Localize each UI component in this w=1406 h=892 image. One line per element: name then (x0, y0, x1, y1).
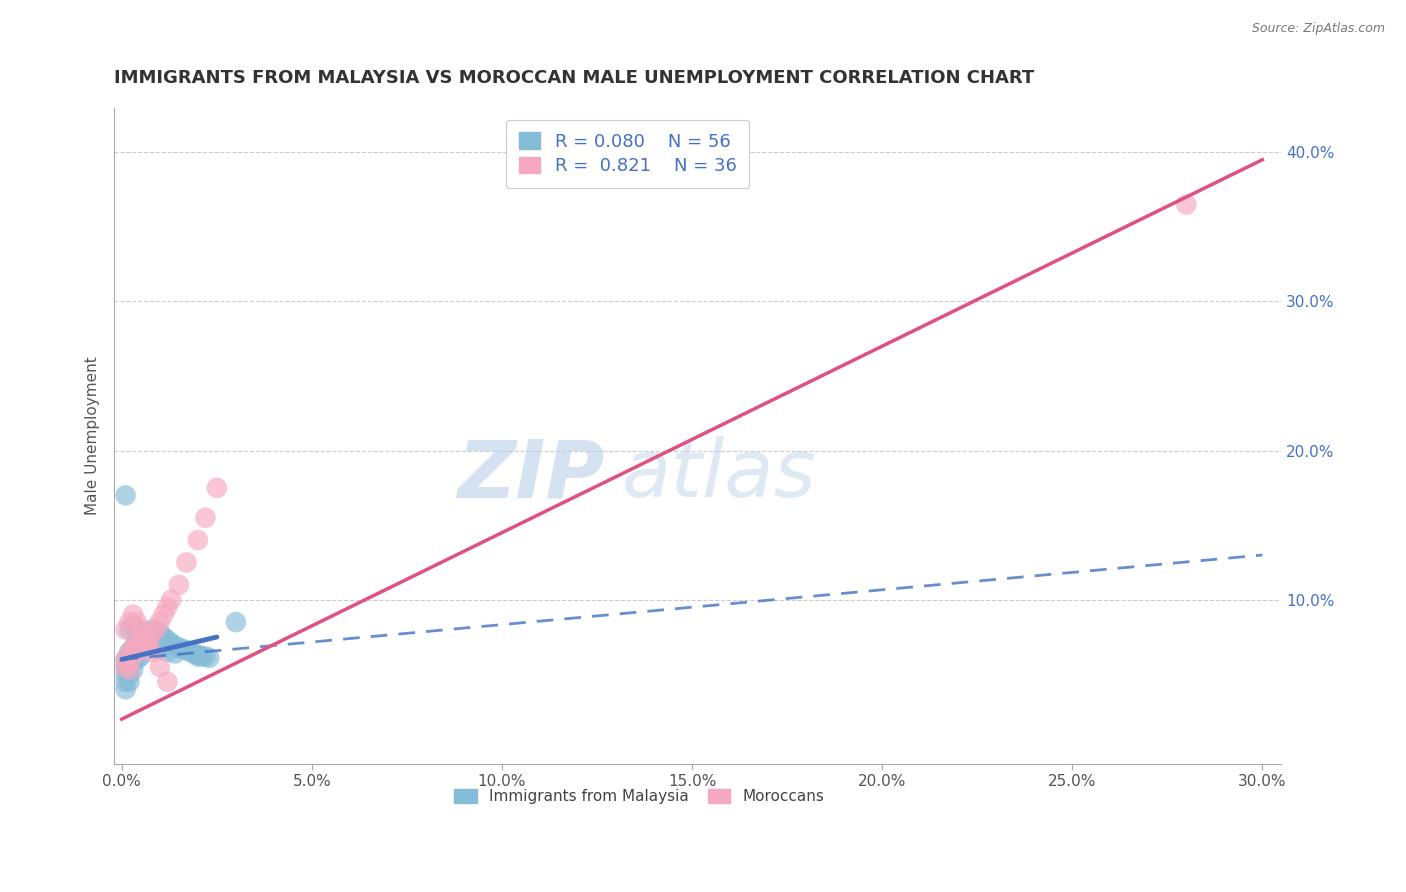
Y-axis label: Male Unemployment: Male Unemployment (86, 356, 100, 515)
Point (138, 625, 160, 640)
Point (118, 615, 141, 629)
Point (125, 645, 148, 659)
Point (149, 660, 172, 674)
Point (167, 578, 190, 592)
Point (122, 648, 145, 662)
Point (149, 625, 172, 640)
Point (118, 674, 141, 689)
Point (225, 615, 247, 629)
Point (134, 638, 156, 652)
Point (156, 674, 179, 689)
Point (205, 481, 228, 495)
Text: IMMIGRANTS FROM MALAYSIA VS MOROCCAN MALE UNEMPLOYMENT CORRELATION CHART: IMMIGRANTS FROM MALAYSIA VS MOROCCAN MAL… (114, 69, 1035, 87)
Point (118, 660, 141, 674)
Point (134, 630, 156, 644)
Point (187, 649, 209, 664)
Point (156, 600, 179, 615)
Point (129, 649, 152, 664)
Point (1175, 197, 1198, 211)
Point (118, 656, 141, 670)
Point (114, 623, 136, 637)
Point (141, 639, 163, 653)
Point (156, 633, 179, 648)
Point (122, 640, 145, 655)
Point (122, 663, 145, 677)
Point (129, 640, 152, 655)
Point (114, 674, 136, 689)
Point (160, 592, 183, 607)
Point (125, 638, 148, 652)
Point (138, 633, 160, 648)
Point (114, 660, 136, 674)
Text: atlas: atlas (621, 436, 817, 514)
Point (179, 645, 201, 659)
Text: ZIP: ZIP (457, 436, 605, 514)
Point (134, 638, 156, 652)
Point (122, 618, 145, 632)
Point (122, 648, 145, 662)
Point (125, 625, 148, 640)
Point (145, 640, 167, 655)
Point (141, 625, 163, 640)
Point (114, 660, 136, 674)
Point (141, 630, 163, 644)
Point (149, 633, 172, 648)
Point (122, 640, 145, 655)
Text: Source: ZipAtlas.com: Source: ZipAtlas.com (1251, 22, 1385, 36)
Point (125, 615, 148, 629)
Point (129, 633, 152, 648)
Point (194, 649, 217, 664)
Point (138, 633, 160, 648)
Point (160, 636, 183, 650)
Point (125, 652, 148, 666)
Point (125, 638, 148, 652)
Point (190, 649, 212, 664)
Point (163, 639, 186, 653)
Point (149, 642, 172, 657)
Point (122, 656, 145, 670)
Point (118, 667, 141, 681)
Point (129, 630, 152, 644)
Point (118, 623, 141, 637)
Point (118, 652, 141, 666)
Point (138, 638, 160, 652)
Point (167, 640, 190, 655)
Point (134, 630, 156, 644)
Point (141, 623, 163, 637)
Legend: Immigrants from Malaysia, Moroccans: Immigrants from Malaysia, Moroccans (447, 781, 832, 812)
Point (149, 615, 172, 629)
Point (152, 607, 174, 622)
Point (145, 623, 167, 637)
Point (152, 630, 174, 644)
Point (198, 651, 221, 665)
Point (122, 607, 145, 622)
Point (134, 633, 156, 648)
Point (129, 634, 152, 648)
Point (134, 630, 156, 644)
Point (118, 645, 141, 659)
Point (129, 642, 152, 657)
Point (125, 645, 148, 659)
Point (145, 633, 167, 648)
Point (129, 623, 152, 637)
Point (141, 645, 163, 659)
Point (183, 647, 205, 661)
Point (114, 652, 136, 666)
Point (194, 510, 217, 524)
Point (114, 652, 136, 666)
Point (163, 647, 186, 661)
Point (114, 682, 136, 697)
Point (187, 533, 209, 547)
Point (172, 642, 194, 657)
Point (156, 645, 179, 659)
Point (176, 556, 198, 570)
Point (118, 663, 141, 677)
Point (176, 643, 198, 657)
Point (114, 667, 136, 681)
Point (187, 648, 209, 662)
Point (118, 645, 141, 659)
Point (114, 488, 136, 502)
Point (138, 636, 160, 650)
